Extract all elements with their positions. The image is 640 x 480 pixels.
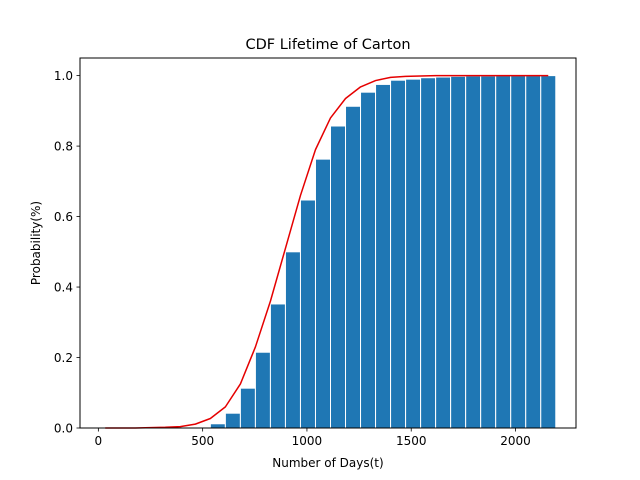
bar [420, 77, 437, 429]
x-tick-label: 2000 [500, 434, 531, 448]
bar [405, 78, 422, 429]
x-axis: 0 500 1000 1500 2000 [95, 428, 531, 448]
bar [450, 75, 467, 429]
x-tick-label: 500 [191, 434, 214, 448]
y-tick-label: 0.6 [54, 210, 73, 224]
y-tick-label: 0.8 [54, 140, 73, 154]
bar [360, 91, 377, 429]
x-axis-label: Number of Days(t) [272, 456, 383, 470]
bar [224, 412, 241, 429]
bar [209, 423, 226, 429]
bar [330, 125, 347, 429]
bar [284, 251, 301, 429]
bar [525, 75, 542, 429]
bar [345, 105, 362, 429]
bar [375, 83, 392, 429]
bar [269, 303, 286, 429]
bar [254, 351, 271, 429]
bar [299, 199, 316, 429]
x-tick-label: 1500 [396, 434, 427, 448]
bar-series [209, 75, 557, 429]
plot-frame [79, 57, 577, 429]
bar [465, 75, 482, 429]
bar [540, 75, 557, 429]
chart-title: CDF Lifetime of Carton [245, 37, 410, 53]
bar [480, 75, 497, 429]
line-series [105, 74, 549, 429]
x-tick-label: 1000 [292, 434, 323, 448]
y-tick-label: 1.0 [54, 69, 73, 83]
y-axis: 0.0 0.2 0.4 0.6 0.8 1.0 [54, 69, 80, 436]
bar [495, 75, 512, 429]
bar [510, 75, 527, 429]
y-tick-label: 0.4 [54, 281, 73, 295]
y-tick-label: 0.2 [54, 351, 73, 365]
bar [239, 387, 256, 429]
bar [390, 79, 407, 429]
y-axis-label: Probability(%) [29, 201, 43, 285]
y-tick-label: 0.0 [54, 422, 73, 436]
x-tick-label: 0 [95, 434, 103, 448]
fitted-cdf-line [105, 74, 549, 429]
bar [435, 76, 452, 429]
bar [314, 158, 332, 429]
